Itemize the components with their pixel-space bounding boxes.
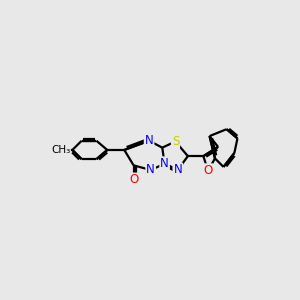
Text: O: O	[203, 164, 213, 177]
Text: N: N	[173, 164, 182, 176]
Text: O: O	[129, 173, 138, 187]
Text: S: S	[172, 135, 179, 148]
Text: N: N	[146, 164, 155, 176]
Text: N: N	[160, 157, 169, 170]
Text: N: N	[145, 134, 154, 147]
Text: CH₃: CH₃	[51, 145, 70, 155]
